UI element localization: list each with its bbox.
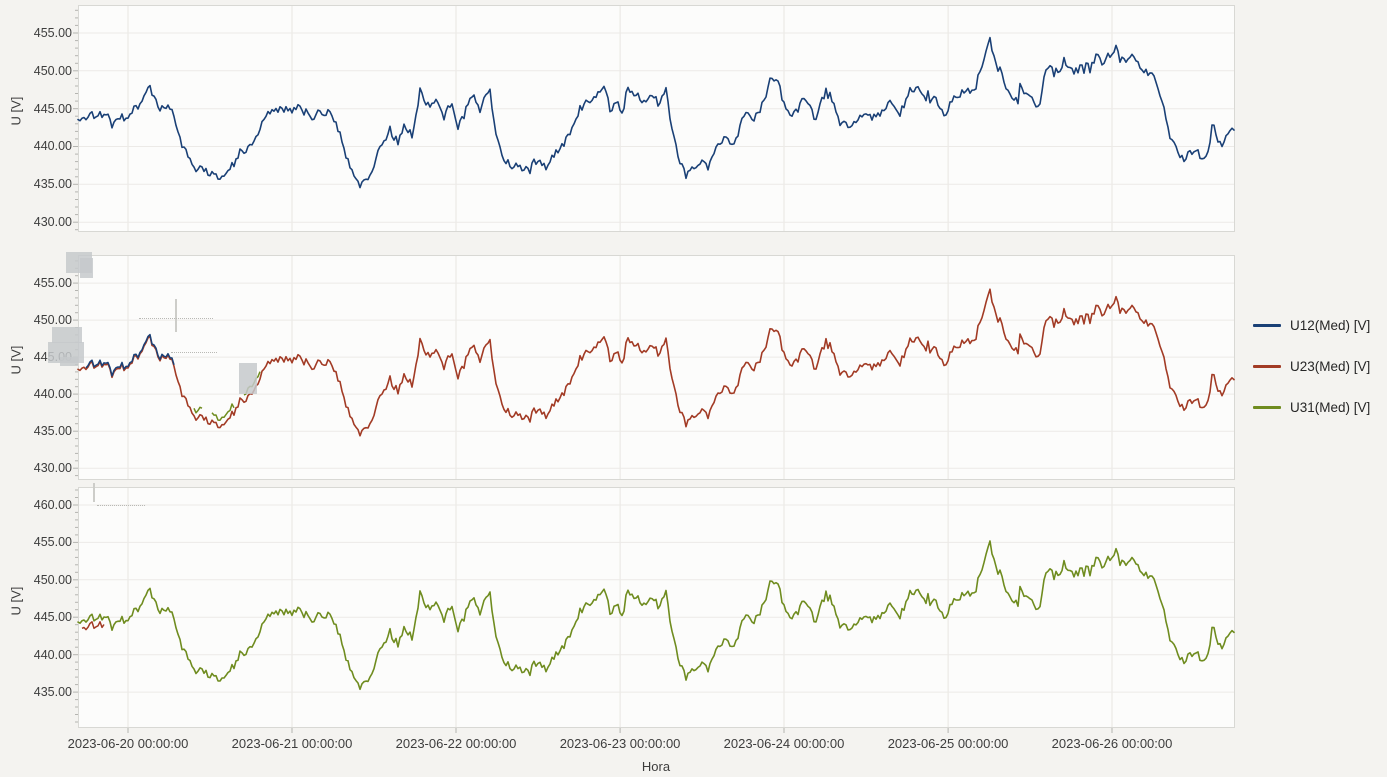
y-tick-label: 435.00 (33, 685, 72, 700)
y-tick-label: 440.00 (33, 387, 72, 402)
y-tick-label: 440.00 (33, 139, 72, 154)
chart-panel-u12[interactable] (73, 5, 1235, 232)
y-tick-label: 430.00 (33, 215, 72, 230)
y-tick-label: 440.00 (33, 647, 72, 662)
chart-panel-u23[interactable] (73, 255, 1235, 480)
legend-swatch-u31-icon (1253, 405, 1281, 409)
legend-item-u31[interactable]: U31(Med) [V] (1253, 398, 1370, 416)
x-tick-label: 2023-06-22 00:00:00 (395, 736, 517, 751)
glitch-vline (93, 483, 95, 502)
legend: U12(Med) [V] U23(Med) [V] U31(Med) [V] (1253, 316, 1370, 439)
legend-item-u23[interactable]: U23(Med) [V] (1253, 357, 1370, 375)
y-tick-label: 455.00 (33, 25, 72, 40)
legend-label-u12: U12(Med) [V] (1290, 317, 1371, 333)
y-tick-label: 450.00 (33, 313, 72, 328)
x-axis-title: Hora (641, 759, 671, 774)
y-tick-label: 455.00 (33, 276, 72, 291)
legend-swatch-u23-icon (1253, 364, 1281, 368)
x-tick-label: 2023-06-24 00:00:00 (723, 736, 845, 751)
y-tick-label: 435.00 (33, 424, 72, 439)
legend-swatch-u12-icon (1253, 323, 1281, 327)
glitch-dotted-line (171, 352, 217, 353)
y-tick-label: 460.00 (33, 497, 72, 512)
glitch-vline (175, 299, 177, 332)
legend-label-u23: U23(Med) [V] (1290, 358, 1371, 374)
y-tick-label: 445.00 (33, 101, 72, 116)
x-tick-label: 2023-06-26 00:00:00 (1051, 736, 1173, 751)
x-tick-label: 2023-06-23 00:00:00 (559, 736, 681, 751)
glitch-dotted-line (97, 505, 145, 506)
legend-label-u31: U31(Med) [V] (1290, 399, 1371, 415)
glitch-blob (52, 327, 82, 343)
x-tick-label: 2023-06-25 00:00:00 (887, 736, 1009, 751)
y-tick-label: 435.00 (33, 177, 72, 192)
y-tick-label: 450.00 (33, 572, 72, 587)
y-tick-label: 455.00 (33, 535, 72, 550)
x-tick-label: 2023-06-20 00:00:00 (67, 736, 189, 751)
legend-item-u12[interactable]: U12(Med) [V] (1253, 316, 1370, 334)
y-tick-label: 430.00 (33, 461, 72, 476)
glitch-dotted-line (139, 318, 213, 319)
glitch-blob (239, 363, 257, 394)
glitch-blob (80, 258, 93, 278)
y-tick-label: 450.00 (33, 63, 72, 78)
x-tick-label: 2023-06-21 00:00:00 (231, 736, 353, 751)
y-tick-label: 445.00 (33, 610, 72, 625)
glitch-blob (60, 357, 78, 366)
chart-panel-u31[interactable] (73, 487, 1235, 733)
